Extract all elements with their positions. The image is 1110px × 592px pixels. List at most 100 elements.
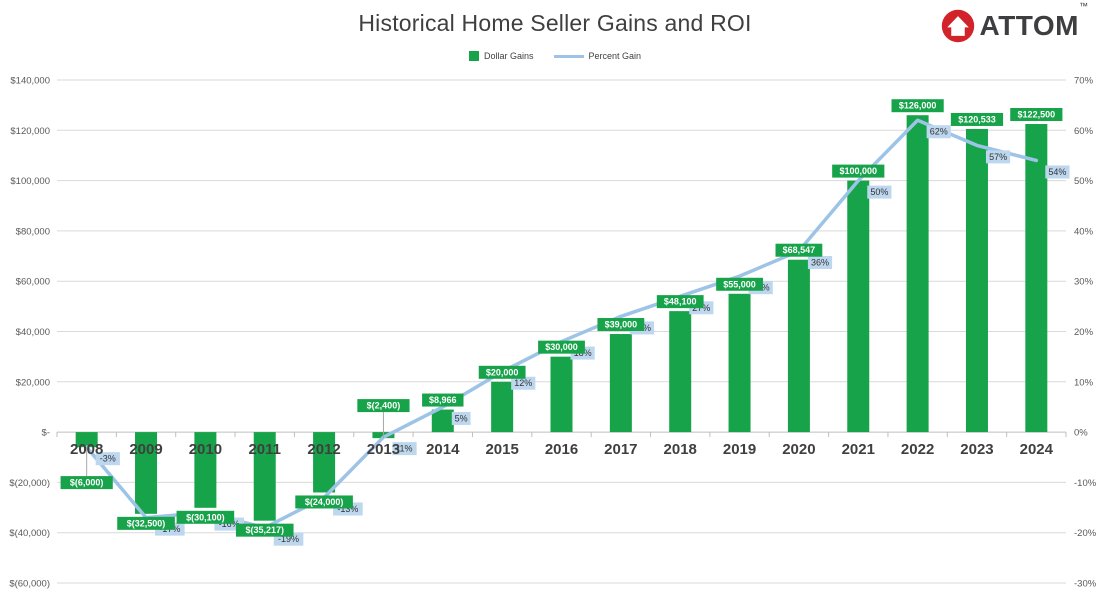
trademark-symbol: ™: [1079, 1, 1088, 11]
dollar-label-bg: [478, 365, 526, 379]
bar-2008: [75, 432, 98, 448]
dollar-label-bg: [656, 295, 704, 309]
dollar-value-label: $68,547: [783, 245, 816, 255]
year-label: 2013: [367, 441, 400, 458]
percent-label-bg: [926, 125, 951, 139]
year-label: 2023: [960, 441, 993, 458]
bar-2023: [965, 128, 988, 433]
percent-value-label: 12%: [514, 378, 532, 388]
dollar-label-bg: [950, 112, 1004, 126]
left-axis-tick-label: $80,000: [16, 226, 50, 237]
bar-2010: [194, 432, 217, 508]
percent-label-bg: [807, 256, 833, 270]
dollar-label-bg: [775, 243, 823, 257]
dollar-value-label: $122,500: [1018, 110, 1056, 120]
year-label: 2016: [545, 441, 578, 458]
dollar-value-label: $126,000: [899, 101, 937, 111]
dollar-value-label: $8,966: [429, 395, 457, 405]
percent-label-bg: [985, 150, 1011, 164]
right-axis-tick-label: 40%: [1074, 226, 1094, 237]
year-label: 2014: [426, 441, 460, 458]
dollar-gains-swatch-icon: [468, 51, 479, 61]
right-axis-tick-label: 10%: [1074, 377, 1094, 388]
year-label: 2015: [485, 441, 518, 458]
percent-label-bg: [95, 452, 120, 466]
dollar-value-label: $(6,000): [70, 478, 104, 488]
dollar-value-label: $100,000: [839, 166, 877, 176]
legend-item-percent-gain: Percent Gain: [553, 51, 642, 61]
house-icon: [946, 16, 969, 36]
dollar-value-label: $120,533: [958, 114, 996, 124]
percent-label-bg: [451, 411, 471, 425]
left-axis-tick-label: $(40,000): [9, 528, 50, 539]
bar-2011: [253, 432, 276, 521]
year-label: 2009: [129, 441, 162, 458]
left-axis-tick-label: $(60,000): [9, 579, 50, 590]
right-axis-tick-label: 20%: [1074, 327, 1094, 338]
dollar-value-label: $(30,100): [186, 512, 225, 522]
year-label: 2021: [842, 441, 875, 458]
year-label: 2017: [604, 441, 637, 458]
right-axis-tick-label: 0%: [1074, 428, 1088, 439]
chart-legend: Dollar Gains Percent Gain: [0, 51, 1110, 61]
year-label: 2011: [248, 441, 281, 458]
right-axis-tick-label: -30%: [1074, 579, 1097, 590]
left-axis-tick-label: $60,000: [16, 277, 50, 288]
right-axis-tick-label: 70%: [1074, 76, 1094, 87]
percent-value-label: -16%: [219, 519, 240, 529]
percent-value-label: -19%: [278, 534, 299, 544]
dollar-value-label: $(2,400): [367, 401, 401, 411]
bar-2020: [787, 259, 810, 433]
dollar-label-bg: [538, 340, 585, 354]
dollar-value-label: $(24,000): [305, 497, 344, 507]
right-axis-tick-label: 60%: [1074, 126, 1094, 137]
dollar-value-label: $39,000: [605, 320, 638, 330]
year-label: 2018: [664, 441, 697, 458]
dollar-label-bg: [60, 476, 113, 490]
year-label: 2019: [723, 441, 756, 458]
percent-value-label: -3%: [100, 454, 116, 464]
bar-2009: [135, 432, 158, 514]
dollar-label-bg: [832, 164, 885, 178]
percent-value-label: 36%: [811, 258, 829, 268]
left-axis-tick-label: $40,000: [16, 327, 50, 338]
bar-2015: [491, 381, 514, 433]
legend-label-percent-gain: Percent Gain: [588, 51, 642, 61]
left-axis-tick-label: $(20,000): [9, 478, 50, 489]
bar-2024: [1025, 124, 1048, 433]
year-label: 2010: [189, 441, 222, 458]
bar-2022: [906, 115, 929, 433]
percent-value-label: 62%: [930, 127, 948, 137]
bar-2019: [728, 293, 751, 433]
bar-2021: [847, 180, 870, 433]
percent-gain-line: [84, 118, 1039, 530]
dollar-label-bg: [117, 516, 175, 530]
right-axis-tick-label: 50%: [1074, 176, 1094, 187]
percent-value-label: 5%: [455, 413, 468, 423]
bar-2014: [431, 409, 454, 433]
right-axis-tick-label: -20%: [1074, 528, 1097, 539]
year-label: 2022: [901, 441, 934, 458]
attom-logo-icon: [941, 9, 974, 43]
dollar-label-bg: [235, 523, 294, 537]
percent-label-bg: [867, 185, 892, 199]
right-axis-tick-label: -10%: [1074, 478, 1097, 489]
attom-logo-text: ATTOM: [979, 10, 1079, 41]
left-axis-tick-label: $120,000: [10, 126, 50, 137]
chart-title: Historical Home Seller Gains and ROI: [358, 10, 752, 36]
percent-gain-swatch-icon: [553, 54, 584, 58]
legend-label-dollar-gains: Dollar Gains: [483, 51, 534, 61]
dollar-value-label: $20,000: [486, 367, 519, 377]
dollar-label-bg: [295, 495, 353, 509]
dollar-label-bg: [176, 510, 235, 524]
legend-item-dollar-gains: Dollar Gains: [468, 51, 534, 61]
dollar-label-bg: [597, 318, 645, 332]
year-label: 2024: [1020, 441, 1054, 458]
percent-label-bg: [392, 442, 417, 456]
bar-2012: [313, 432, 336, 493]
percent-value-label: -1%: [397, 444, 413, 454]
dollar-value-label: $30,000: [545, 342, 578, 352]
bar-2016: [550, 356, 573, 433]
percent-label-bg: [1045, 165, 1070, 179]
